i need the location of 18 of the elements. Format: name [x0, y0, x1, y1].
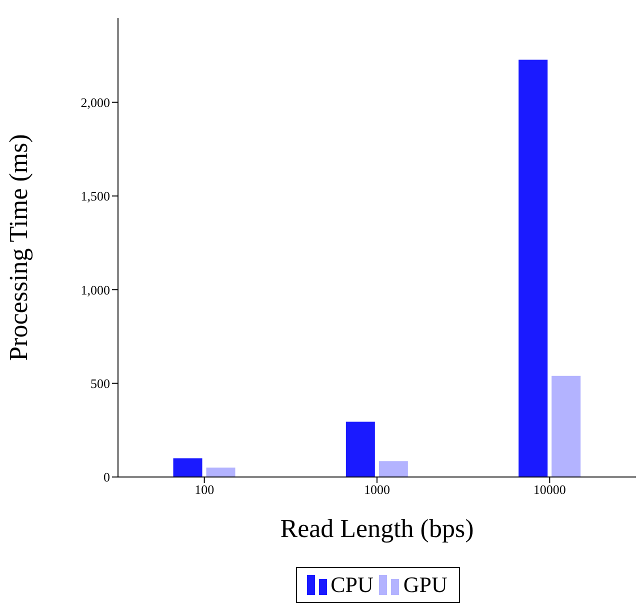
legend-label: GPU — [403, 572, 448, 598]
y-tick-label: 500 — [90, 376, 110, 391]
bar — [346, 422, 375, 477]
bar — [173, 458, 202, 477]
x-axis-title: Read Length (bps) — [280, 514, 474, 543]
y-tick-label: 1,000 — [80, 282, 110, 298]
bar — [552, 376, 581, 477]
y-tick-label: 2,000 — [80, 94, 110, 110]
y-tick-label: 0 — [104, 470, 110, 485]
bar — [206, 468, 236, 477]
y-axis-title: Processing Time (ms) — [4, 134, 34, 361]
legend-label: CPU — [330, 572, 374, 598]
x-tick-label: 1000 — [364, 482, 390, 498]
bar — [518, 60, 548, 477]
bar — [378, 461, 408, 477]
x-tick-label: 10000 — [533, 482, 566, 498]
y-tick-label: 1,500 — [80, 188, 110, 204]
x-tick-label: 100 — [194, 482, 214, 498]
